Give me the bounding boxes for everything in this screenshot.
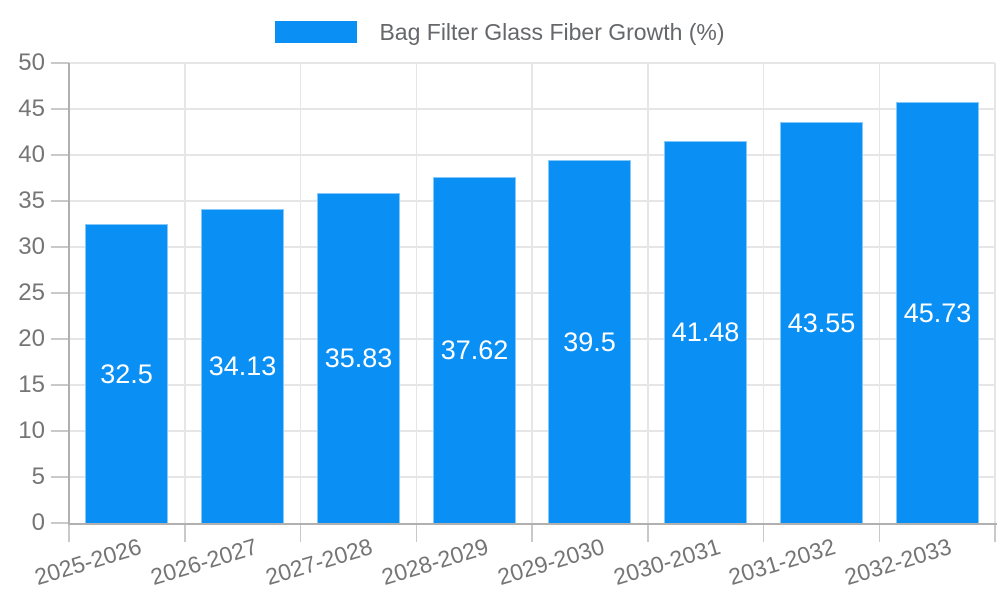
y-axis-tick xyxy=(51,476,69,478)
x-axis-tick-label: 2032-2033 xyxy=(841,533,955,591)
bar-2025-2026[interactable] xyxy=(85,224,168,523)
y-axis-tick-label: 20 xyxy=(18,325,45,352)
bar-value-label: 35.83 xyxy=(324,343,393,373)
x-axis-tick xyxy=(299,523,302,542)
y-axis-tick-label: 25 xyxy=(18,279,45,306)
gridline-vertical xyxy=(647,63,649,523)
chart-legend[interactable]: Bag Filter Glass Fiber Growth (%) xyxy=(0,13,1000,51)
bar-value-label: 37.62 xyxy=(440,335,509,365)
x-axis-tick-label: 2027-2028 xyxy=(262,533,376,591)
y-axis-tick xyxy=(51,384,69,386)
y-axis-tick xyxy=(51,430,69,432)
bar-value-label: 34.13 xyxy=(208,351,277,381)
y-axis-tick xyxy=(51,246,69,248)
y-axis-tick xyxy=(51,338,69,340)
bar-2029-2030[interactable] xyxy=(548,160,631,523)
y-axis-tick-label: 30 xyxy=(18,233,45,260)
bar-value-label: 41.48 xyxy=(671,317,740,347)
bar-2031-2032[interactable] xyxy=(780,122,863,523)
gridline-vertical xyxy=(184,63,186,523)
gridline-vertical xyxy=(299,63,302,523)
bar-2026-2027[interactable] xyxy=(201,209,284,523)
x-axis-tick xyxy=(531,523,533,542)
y-axis-tick-label: 50 xyxy=(18,49,45,76)
x-axis-tick xyxy=(878,523,880,542)
gridline-vertical xyxy=(415,63,417,523)
y-axis-tick-label: 15 xyxy=(18,371,45,398)
y-axis-tick xyxy=(51,62,69,64)
y-axis-tick-label: 35 xyxy=(18,187,45,214)
x-axis-tick xyxy=(994,523,996,542)
gridline-vertical xyxy=(878,63,880,523)
x-axis-tick xyxy=(762,523,765,542)
x-axis-line xyxy=(68,523,997,525)
y-axis-tick-label: 0 xyxy=(31,509,45,536)
bar-2028-2029[interactable] xyxy=(433,177,516,523)
gridline-vertical xyxy=(762,63,765,523)
y-axis-tick xyxy=(51,154,69,156)
x-axis-tick-label: 2030-2031 xyxy=(610,533,723,591)
y-axis-tick xyxy=(51,200,69,202)
y-axis-tick xyxy=(51,292,69,294)
y-axis-line xyxy=(68,63,70,523)
x-axis-tick xyxy=(184,523,186,542)
x-axis-tick xyxy=(68,523,70,542)
x-axis-tick-label: 2029-2030 xyxy=(494,533,608,591)
y-axis-tick-label: 10 xyxy=(18,417,45,444)
bar-2032-2033[interactable] xyxy=(896,102,979,523)
x-axis-tick-label: 2026-2027 xyxy=(147,533,260,591)
y-axis-tick xyxy=(51,522,69,524)
legend-label: Bag Filter Glass Fiber Growth (%) xyxy=(379,18,725,45)
x-axis-tick xyxy=(647,523,649,542)
x-axis-tick xyxy=(415,523,417,542)
bar-2030-2031[interactable] xyxy=(664,141,747,523)
bar-2027-2028[interactable] xyxy=(317,193,400,523)
gridline-vertical xyxy=(994,63,996,523)
bar-value-label: 45.73 xyxy=(903,298,972,328)
y-axis-tick xyxy=(51,108,69,110)
bar-value-label: 39.5 xyxy=(563,327,616,357)
gridline-vertical xyxy=(531,63,533,523)
x-axis-tick-label: 2031-2032 xyxy=(725,533,839,591)
x-axis-tick-label: 2025-2026 xyxy=(31,533,145,591)
bar-value-label: 32.5 xyxy=(100,359,153,389)
legend-swatch xyxy=(275,21,358,43)
x-axis-tick-label: 2028-2029 xyxy=(378,533,492,591)
y-axis-tick-label: 45 xyxy=(18,95,45,122)
y-axis-tick-label: 40 xyxy=(18,141,45,168)
y-axis-tick-label: 5 xyxy=(31,463,45,490)
bar-value-label: 43.55 xyxy=(787,308,856,338)
